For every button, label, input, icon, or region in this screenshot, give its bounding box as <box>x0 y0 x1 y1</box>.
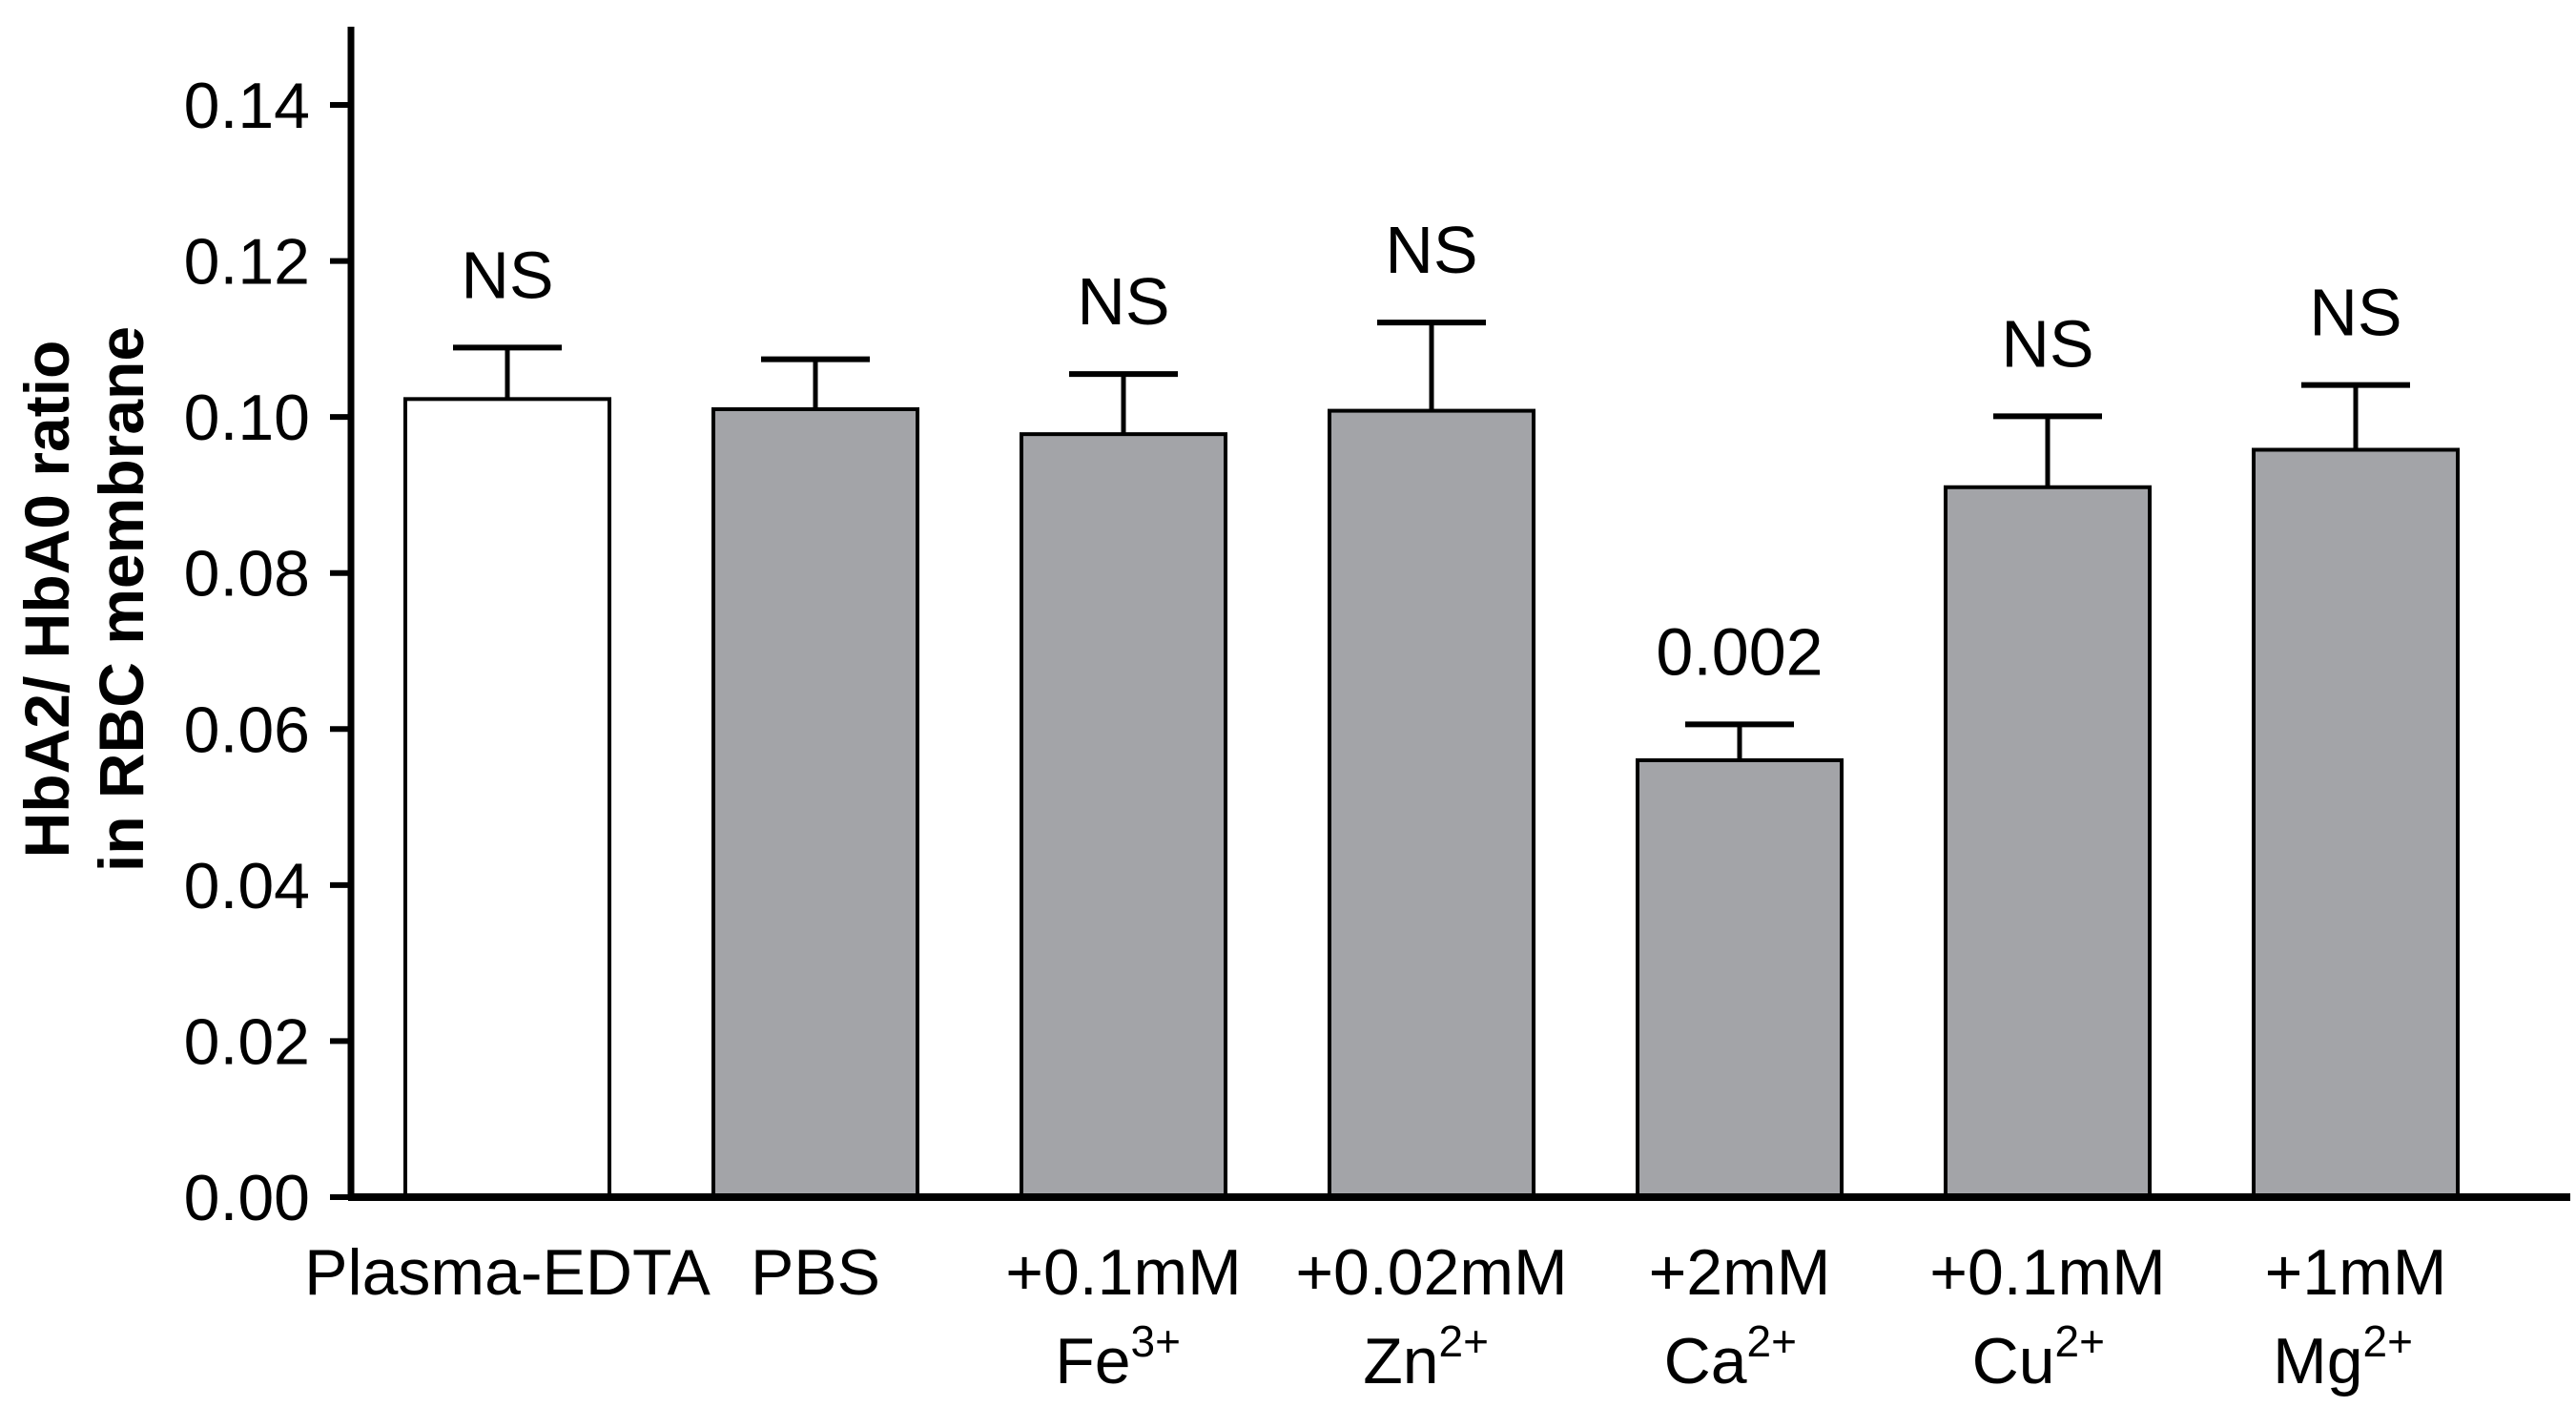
bar-3 <box>1328 408 1535 1200</box>
annotation-5: NS <box>2001 306 2093 381</box>
y-tick-label-3: 0.06 <box>184 693 310 766</box>
category-label-3: +0.02mM <box>1295 1236 1567 1309</box>
category-ion-3: Zn2+ <box>1363 1316 1489 1397</box>
annotations-layer: NS NS NS 0.002 NS NS <box>461 213 2401 689</box>
category-label-6: +1mM <box>2265 1236 2447 1309</box>
y-tick-label-1: 0.02 <box>184 1005 310 1078</box>
annotation-4: 0.002 <box>1656 614 1823 689</box>
axes-layer <box>347 27 2570 1201</box>
bar-1 <box>711 406 919 1199</box>
category-ion-6: Mg2+ <box>2273 1316 2413 1397</box>
y-tick-label-7: 0.14 <box>184 70 310 142</box>
x-labels-layer: Plasma-EDTA PBS +0.1mMFe3++0.02mMZn2++2mMC… <box>304 1236 2446 1397</box>
category-label-5: +0.1mM <box>1929 1236 2166 1309</box>
annotation-6: NS <box>2309 276 2401 350</box>
y-axis-title-line-2: in RBC membrane <box>86 326 156 872</box>
annotation-0: NS <box>461 238 553 312</box>
y-axis-title-line-1: HbA2/ HbA0 ratio <box>11 341 82 859</box>
y-tick-label-0: 0.00 <box>184 1162 310 1234</box>
y-axis-title: HbA2/ HbA0 ratio in RBC membrane <box>11 326 156 872</box>
y-tick-label-6: 0.12 <box>184 226 310 299</box>
annotation-3: NS <box>1385 213 1477 287</box>
bar-2 <box>1020 432 1227 1199</box>
bar-5 <box>1944 485 2152 1199</box>
bar-6 <box>2252 447 2460 1199</box>
category-label-4: +2mM <box>1649 1236 1831 1309</box>
category-ion-2: Fe3+ <box>1055 1316 1181 1397</box>
bars-layer <box>403 397 2460 1200</box>
bar-0 <box>403 397 611 1199</box>
category-label-0: Plasma-EDTA <box>304 1236 711 1309</box>
y-tick-label-2: 0.04 <box>184 850 310 922</box>
annotation-2: NS <box>1077 264 1169 339</box>
y-tick-label-5: 0.10 <box>184 382 310 454</box>
y-tick-label-4: 0.08 <box>184 538 310 610</box>
category-label-1: PBS <box>751 1236 880 1309</box>
error-bars-layer <box>453 320 2410 760</box>
bar-4 <box>1636 758 1844 1199</box>
category-label-2: +0.1mM <box>1005 1236 1242 1309</box>
category-ion-5: Cu2+ <box>1972 1316 2105 1397</box>
category-ion-4: Ca2+ <box>1664 1316 1797 1397</box>
y-ticks-layer: 0.00 0.02 0.04 0.06 0.08 0.10 0.12 0.14 <box>184 70 351 1234</box>
